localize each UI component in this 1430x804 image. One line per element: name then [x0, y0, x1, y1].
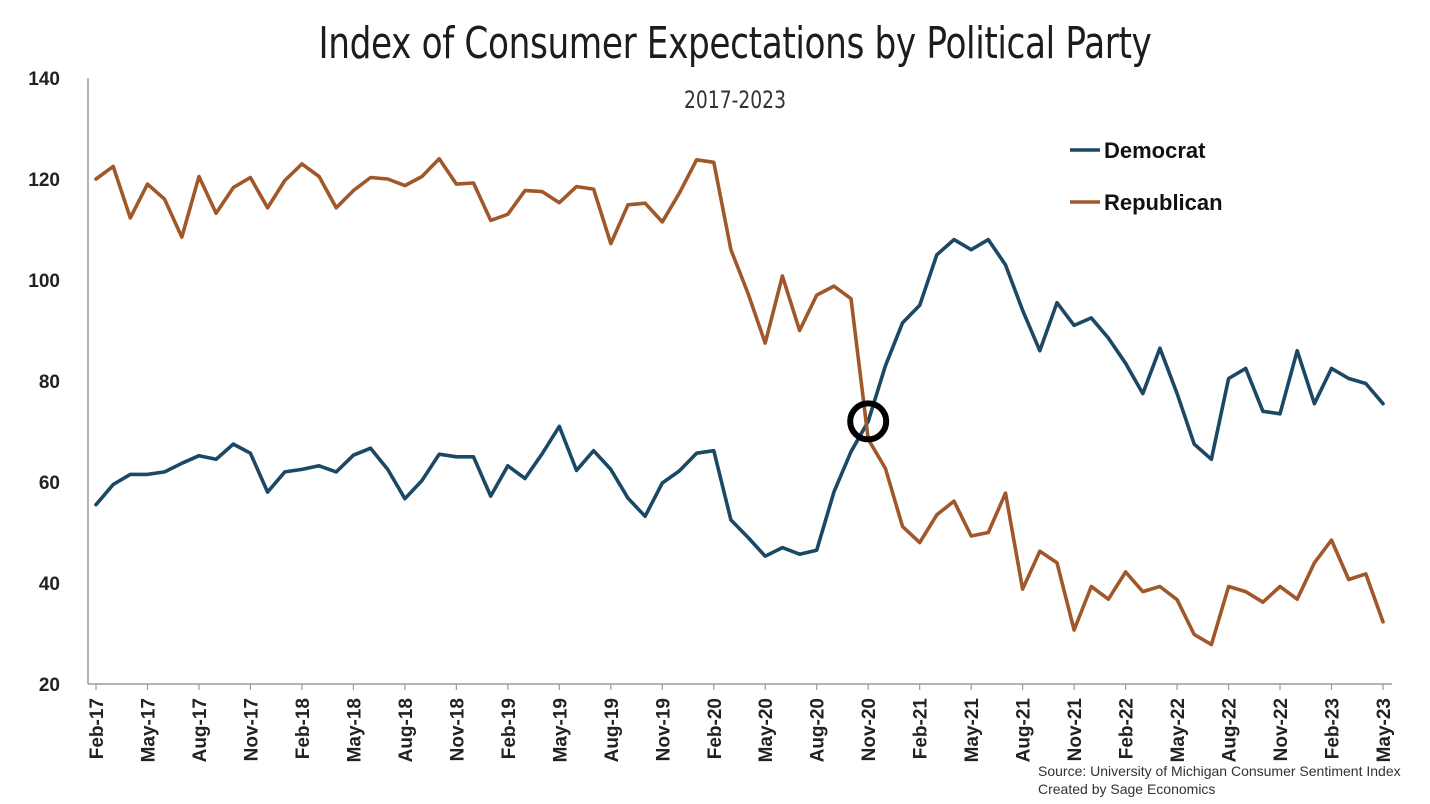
y-axis-ticks: 20 40 60 80 100 120 140: [28, 69, 60, 696]
chart-legend: Democrat Republican: [1070, 138, 1223, 215]
chart-subtitle: 2017-2023: [683, 86, 787, 114]
x-tick-label: May-19: [550, 698, 571, 762]
x-tick-label: Aug-17: [190, 698, 211, 762]
x-tick-label: Feb-23: [1323, 698, 1344, 759]
x-tick-label: Feb-17: [87, 698, 108, 759]
x-tick-label: Aug-20: [808, 698, 829, 762]
x-tick-label: Aug-19: [602, 698, 623, 762]
source-line: Source: University of Michigan Consumer …: [1038, 763, 1401, 779]
y-tick-label: 40: [39, 574, 60, 595]
x-tick-label: Nov-19: [653, 698, 674, 761]
y-tick-label: 140: [28, 69, 60, 90]
chart-title: Index of Consumer Expectations by Politi…: [318, 18, 1152, 69]
x-tick-label: May-21: [962, 698, 983, 763]
legend-label-republican: Republican: [1104, 190, 1223, 215]
y-tick-label: 60: [39, 473, 60, 494]
source-note: Source: University of Michigan Consumer …: [1038, 762, 1401, 798]
legend-label-democrat: Democrat: [1104, 138, 1206, 163]
x-tick-label: Feb-19: [499, 698, 520, 759]
x-tick-label: May-22: [1168, 698, 1189, 762]
series-line-republican: [94, 157, 1385, 647]
x-tick-label: Nov-21: [1065, 698, 1086, 762]
highlight-circle: [847, 400, 890, 443]
x-tick-label: Feb-22: [1117, 698, 1138, 759]
y-tick-label: 80: [39, 372, 60, 393]
y-tick-label: 20: [39, 675, 60, 696]
y-tick-label: 100: [28, 271, 60, 292]
annotation-layer: [847, 400, 890, 443]
chart-axes: [87, 78, 1392, 685]
x-tick-label: Aug-22: [1220, 698, 1241, 762]
x-tick-label: Feb-20: [705, 698, 726, 759]
x-tick-label: Nov-20: [859, 698, 880, 761]
credit-line: Created by Sage Economics: [1038, 781, 1216, 797]
x-tick-label: Nov-18: [447, 698, 468, 761]
x-tick-label: May-20: [756, 698, 777, 762]
x-tick-label: May-17: [138, 698, 159, 762]
x-tick-label: Aug-21: [1014, 698, 1035, 763]
x-tick-label: Feb-18: [293, 698, 314, 759]
x-axis-ticks: Feb-17 May-17 Aug-17 Nov-17 Feb-18 May-18 Aug-…: [87, 684, 1395, 762]
series-lines: [94, 157, 1385, 647]
x-tick-label: Aug-18: [396, 698, 417, 762]
x-tick-label: Feb-21: [911, 698, 932, 760]
x-tick-label: Nov-22: [1271, 698, 1292, 761]
x-tick-label: Nov-17: [241, 698, 262, 761]
x-tick-label: May-18: [344, 698, 365, 762]
y-tick-label: 120: [28, 170, 60, 191]
x-tick-label: May-23: [1374, 698, 1395, 762]
series-line-democrat: [94, 237, 1385, 559]
